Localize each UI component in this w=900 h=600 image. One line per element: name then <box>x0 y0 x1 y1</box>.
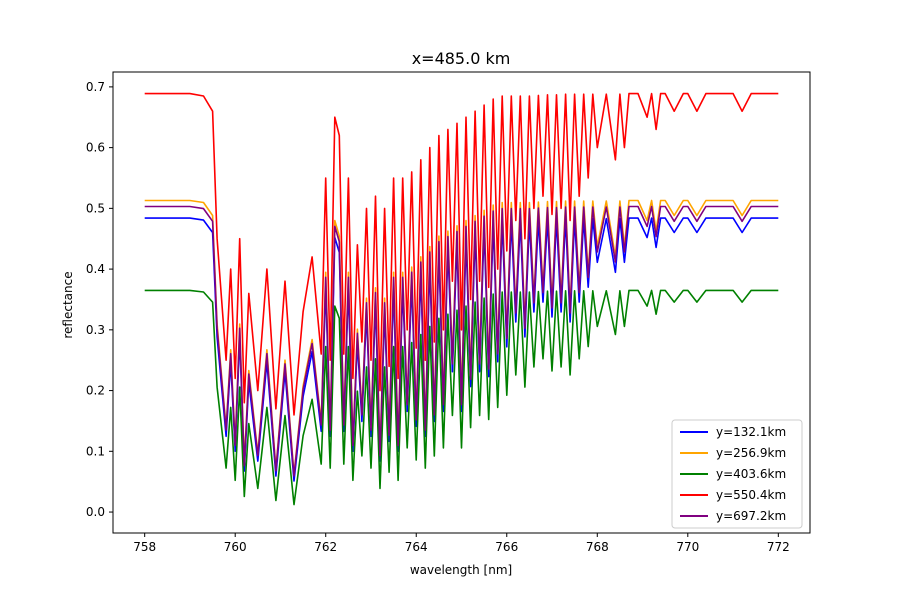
x-tick-label: 772 <box>767 540 790 554</box>
legend-box <box>671 419 803 529</box>
series-line <box>144 217 779 482</box>
y-tick-label: 0.2 <box>86 384 105 398</box>
legend-label: y=132.1km <box>716 425 786 439</box>
x-tick-label: 758 <box>133 540 156 554</box>
x-tick-label: 760 <box>224 540 247 554</box>
y-tick-label: 0.4 <box>86 262 105 276</box>
y-tick-label: 0.0 <box>86 505 105 519</box>
y-tick-label: 0.3 <box>86 323 105 337</box>
legend: y=132.1km y=256.9km y=403.6km y=550.4km y=69… <box>671 419 803 529</box>
x-tick-label: 770 <box>676 540 699 554</box>
plot-area <box>112 71 811 534</box>
x-tick-label: 762 <box>314 540 337 554</box>
series-line <box>144 205 779 477</box>
y-tick-label: 0.6 <box>86 141 105 155</box>
y-tick-label: 0.7 <box>86 80 105 94</box>
y-axis-label: reflectance <box>61 271 75 338</box>
x-axis-label: wavelength [nm] <box>410 563 512 577</box>
legend-label: y=403.6km <box>716 467 786 481</box>
legend-label: y=256.9km <box>716 446 786 460</box>
plot-frame <box>112 71 811 534</box>
y-tick-label: 0.5 <box>86 201 105 215</box>
legend-label: y=550.4km <box>716 488 786 502</box>
legend-label: y=697.2km <box>716 509 786 523</box>
x-axis: 758 760 762 764 766 768 770 772 <box>133 533 790 554</box>
x-tick-label: 766 <box>495 540 518 554</box>
y-axis: 0.0 0.1 0.2 0.3 0.4 0.5 0.6 0.7 <box>86 80 113 519</box>
x-tick-label: 768 <box>586 540 609 554</box>
series-line <box>144 92 779 416</box>
series-line <box>144 289 779 506</box>
x-tick-label: 764 <box>405 540 428 554</box>
chart-title: x=485.0 km <box>412 49 511 68</box>
y-tick-label: 0.1 <box>86 444 105 458</box>
